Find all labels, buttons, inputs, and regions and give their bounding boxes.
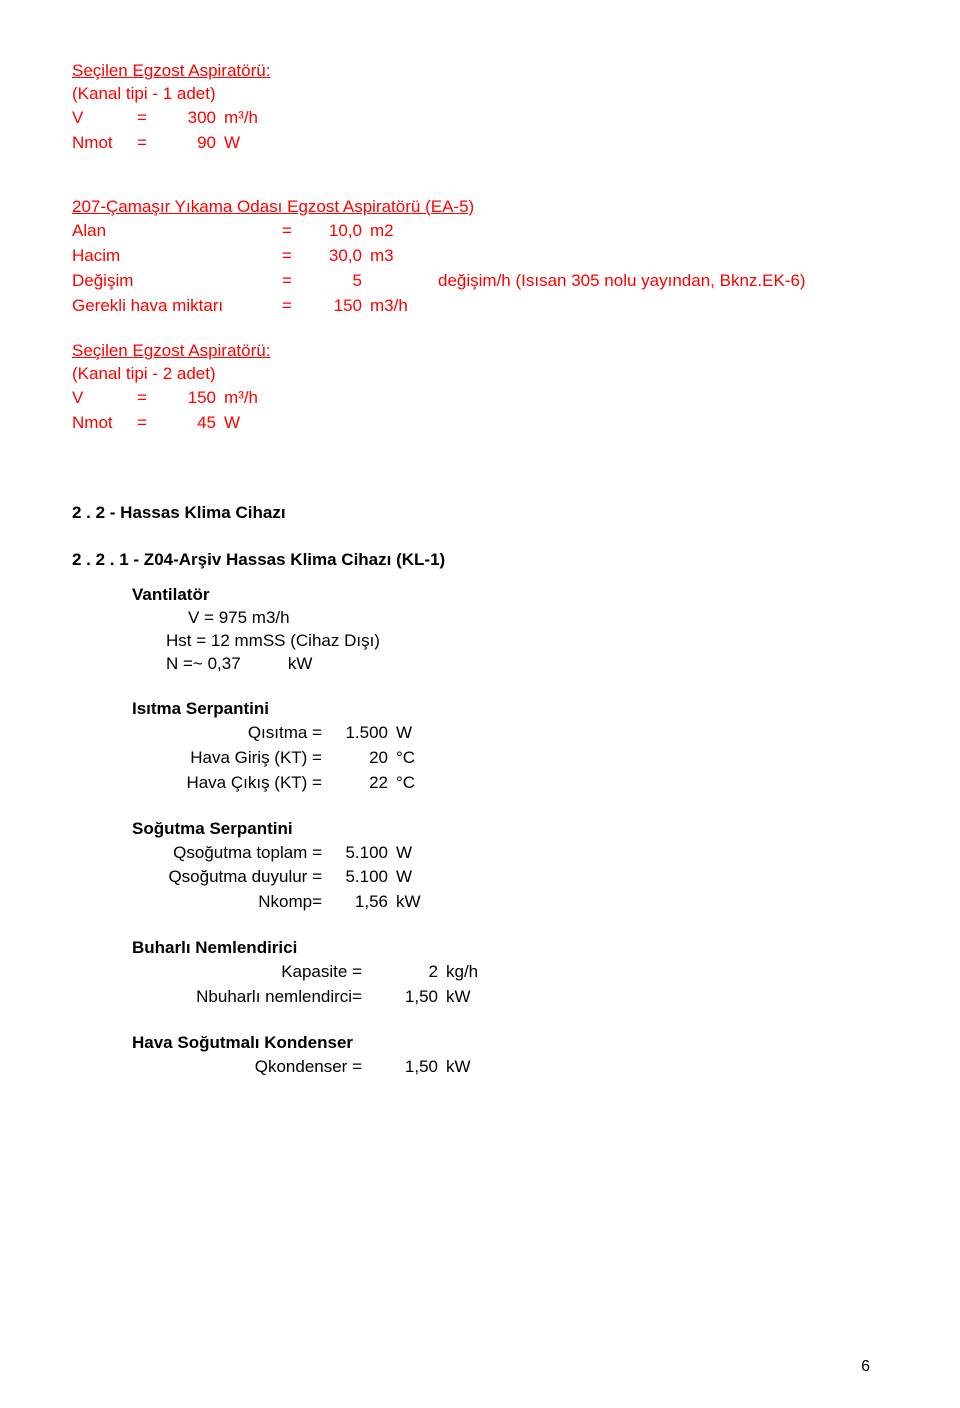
cooling-table: Qsoğutma toplam = 5.100 W Qsoğutma duyul… <box>132 841 456 916</box>
vantilator-row: V = 975 m3/h <box>132 607 888 630</box>
selected-aspirator-1-table: V = 300 m³/h Nmot = 90 W <box>72 106 258 156</box>
heating-table: Qısıtma = 1.500 W Hava Giriş (KT) = 20 °… <box>132 721 456 796</box>
cooling-block: Soğutma Serpantini Qsoğutma toplam = 5.1… <box>72 818 888 916</box>
vantilator-title: Vantilatör <box>132 584 888 607</box>
row: Kapasite = 2 kg/h <box>132 960 506 985</box>
condenser-table: Qkondenser = 1,50 kW <box>132 1055 506 1080</box>
camasir-table: Alan = 10,0 m2 Hacim = 30,0 m3 Değişim =… <box>72 219 806 319</box>
row: Qsoğutma toplam = 5.100 W <box>132 841 456 866</box>
selected-aspirator-2-title: Seçilen Egzost Aspiratörü: <box>72 340 888 363</box>
heating-block: Isıtma Serpantini Qısıtma = 1.500 W Hava… <box>72 698 888 796</box>
row: Nmot = 45 W <box>72 411 258 436</box>
camasir-section: 207-Çamaşır Yıkama Odası Egzost Aspiratö… <box>72 196 888 319</box>
row: Qkondenser = 1,50 kW <box>132 1055 506 1080</box>
row: Qısıtma = 1.500 W <box>132 721 456 746</box>
camasir-heading: 207-Çamaşır Yıkama Odası Egzost Aspiratö… <box>72 196 888 219</box>
selected-aspirator-2: Seçilen Egzost Aspiratörü: (Kanal tipi -… <box>72 340 888 436</box>
selected-aspirator-1-title: Seçilen Egzost Aspiratörü: <box>72 60 888 83</box>
vantilator-block: Vantilatör V = 975 m3/h Hst = 12 mmSS (C… <box>72 584 888 676</box>
condenser-title: Hava Soğutmalı Kondenser <box>132 1032 888 1055</box>
selected-aspirator-1: Seçilen Egzost Aspiratörü: (Kanal tipi -… <box>72 60 888 156</box>
selected-aspirator-2-table: V = 150 m³/h Nmot = 45 W <box>72 386 258 436</box>
row: Gerekli hava miktarı = 150 m3/h <box>72 294 806 319</box>
row: Nkomp= 1,56 kW <box>132 890 456 915</box>
page-number: 6 <box>861 1356 870 1378</box>
humidifier-table: Kapasite = 2 kg/h Nbuharlı nemlendirci= … <box>132 960 506 1010</box>
row: Qsoğutma duyulur = 5.100 W <box>132 865 456 890</box>
heading-z04-arsiv: 2 . 2 . 1 - Z04-Arşiv Hassas Klima Cihaz… <box>72 549 888 572</box>
selected-aspirator-2-subtitle: (Kanal tipi - 2 adet) <box>72 363 888 386</box>
row: Değişim = 5 değişim/h (Isısan 305 nolu y… <box>72 269 806 294</box>
heating-title: Isıtma Serpantini <box>132 698 888 721</box>
cooling-title: Soğutma Serpantini <box>132 818 888 841</box>
selected-aspirator-1-subtitle: (Kanal tipi - 1 adet) <box>72 83 888 106</box>
vantilator-row: Hst = 12 mmSS (Cihaz Dışı) <box>132 630 888 653</box>
vantilator-row: N =~ 0,37 kW <box>132 653 888 676</box>
row: Nmot = 90 W <box>72 131 258 156</box>
row: Hava Giriş (KT) = 20 °C <box>132 746 456 771</box>
row: V = 300 m³/h <box>72 106 258 131</box>
row: Alan = 10,0 m2 <box>72 219 806 244</box>
humidifier-block: Buharlı Nemlendirici Kapasite = 2 kg/h N… <box>72 937 888 1010</box>
row: Nbuharlı nemlendirci= 1,50 kW <box>132 985 506 1010</box>
row: Hava Çıkış (KT) = 22 °C <box>132 771 456 796</box>
humidifier-title: Buharlı Nemlendirici <box>132 937 888 960</box>
heading-hassas-klima: 2 . 2 - Hassas Klima Cihazı <box>72 502 888 525</box>
row: Hacim = 30,0 m3 <box>72 244 806 269</box>
row: V = 150 m³/h <box>72 386 258 411</box>
condenser-block: Hava Soğutmalı Kondenser Qkondenser = 1,… <box>72 1032 888 1080</box>
